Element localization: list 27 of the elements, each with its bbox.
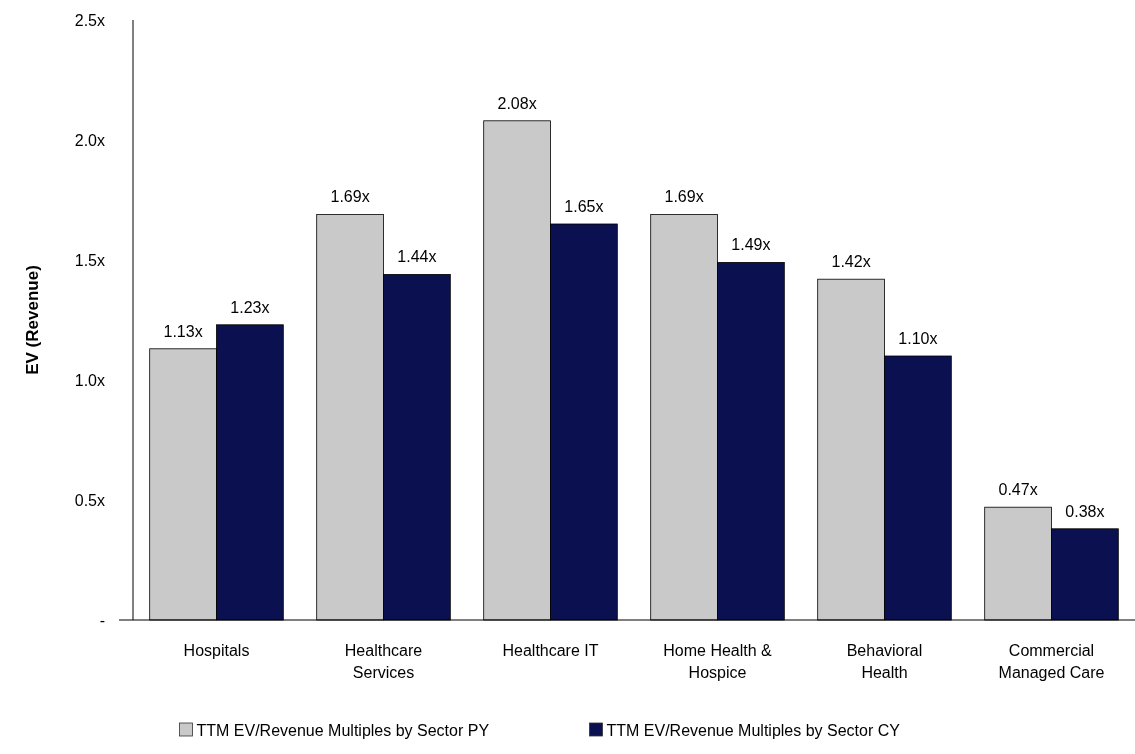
x-tick-label: Healthcare Services [344, 642, 423, 681]
x-tick-label: Home Health & Hospice [663, 642, 773, 681]
x-tick-label: Behavioral Health [846, 642, 923, 681]
data-label: 1.23x [230, 298, 270, 316]
y-tick-label: 2.0x [74, 131, 105, 149]
y-tick-label: 1.5x [74, 251, 105, 269]
data-label: 2.08x [497, 94, 537, 112]
x-tick-label: Commercial Managed Care [998, 642, 1105, 681]
data-label: 0.38x [1065, 502, 1105, 520]
y-tick-label: 2.5x [74, 11, 105, 29]
data-label: 0.47x [998, 481, 1038, 499]
data-label: 1.69x [664, 188, 704, 206]
y-axis-title: EV (Revenue) [23, 265, 42, 375]
x-tick-label: Healthcare IT [502, 642, 599, 659]
x-tick-label: Hospitals [183, 642, 250, 659]
data-label: 1.65x [564, 198, 604, 215]
legend-label: TTM EV/Revenue Multiples by Sector PY [196, 721, 490, 739]
y-tick-label: - [99, 611, 105, 629]
data-label: 1.44x [397, 248, 437, 266]
data-label: 1.42x [831, 253, 871, 271]
data-label: 1.10x [898, 330, 938, 347]
y-tick-label: 1.0x [74, 371, 105, 389]
data-label: 1.13x [163, 322, 203, 340]
legend-label: TTM EV/Revenue Multiples by Sector CY [606, 721, 901, 739]
y-tick-label: 0.5x [74, 491, 105, 509]
data-label: 1.69x [330, 188, 370, 206]
data-label: 1.49x [731, 236, 771, 254]
